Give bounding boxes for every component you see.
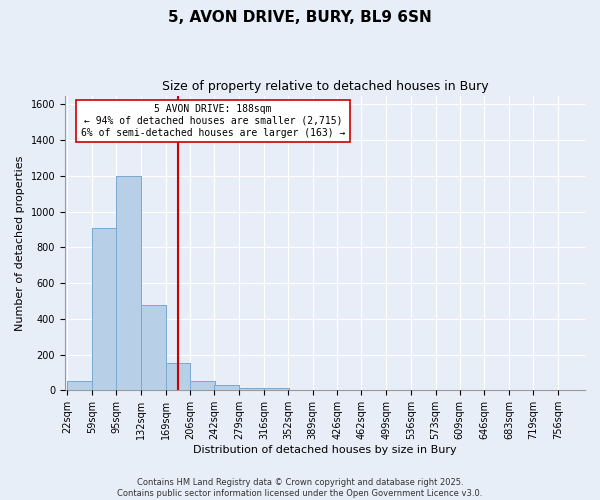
Text: 5, AVON DRIVE, BURY, BL9 6SN: 5, AVON DRIVE, BURY, BL9 6SN <box>168 10 432 25</box>
Bar <box>92 228 117 390</box>
Bar <box>166 362 190 390</box>
Title: Size of property relative to detached houses in Bury: Size of property relative to detached ho… <box>161 80 488 93</box>
Bar <box>190 380 215 390</box>
Bar <box>214 386 239 390</box>
Bar <box>92 228 117 390</box>
Bar <box>141 306 166 390</box>
Bar <box>190 380 215 390</box>
Text: 5 AVON DRIVE: 188sqm
← 94% of detached houses are smaller (2,715)
6% of semi-det: 5 AVON DRIVE: 188sqm ← 94% of detached h… <box>81 104 346 138</box>
Bar <box>264 388 289 390</box>
Bar <box>141 306 166 390</box>
Bar <box>239 388 264 390</box>
Bar <box>239 388 264 390</box>
X-axis label: Distribution of detached houses by size in Bury: Distribution of detached houses by size … <box>193 445 457 455</box>
Y-axis label: Number of detached properties: Number of detached properties <box>15 156 25 330</box>
Text: Contains HM Land Registry data © Crown copyright and database right 2025.
Contai: Contains HM Land Registry data © Crown c… <box>118 478 482 498</box>
Bar <box>264 388 289 390</box>
Bar <box>116 176 141 390</box>
Bar <box>166 362 190 390</box>
Bar <box>116 176 141 390</box>
Bar <box>67 382 92 390</box>
Bar <box>67 382 92 390</box>
Bar <box>214 386 239 390</box>
